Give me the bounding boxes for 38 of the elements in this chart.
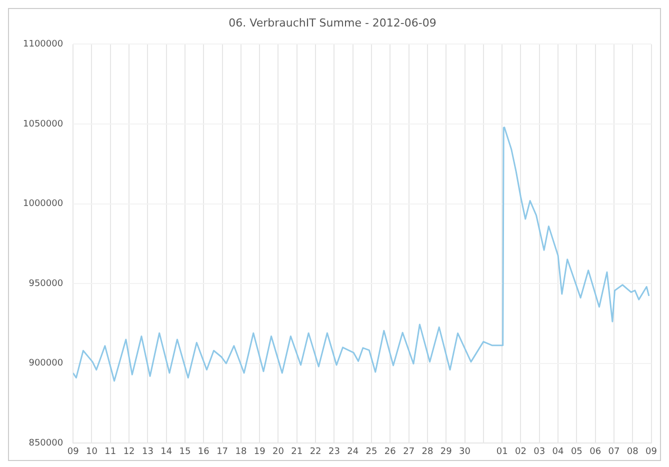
x-tick-label: 30 [459, 446, 471, 457]
x-tick-label: 09 [67, 446, 80, 457]
y-tick-label: 1100000 [22, 40, 64, 50]
x-tick-label: 25 [366, 446, 378, 457]
x-tick-label: 06 [590, 446, 602, 457]
x-tick-label: 20 [272, 446, 284, 457]
x-tick-label: 23 [328, 446, 340, 457]
x-tick-label: 13 [142, 446, 154, 457]
x-tick-label: 15 [179, 446, 191, 457]
x-tick-label: 21 [291, 446, 303, 457]
x-tick-label: 24 [347, 446, 359, 457]
x-tick-label: 18 [235, 446, 247, 457]
x-tick-label: 12 [123, 446, 135, 457]
y-tick-label: 1000000 [22, 199, 64, 210]
x-tick-label: 02 [514, 446, 526, 457]
x-tick-label: 22 [310, 446, 322, 457]
y-tick-label: 1050000 [22, 119, 64, 130]
x-tick-label: 03 [534, 446, 546, 457]
x-tick-label: 16 [198, 446, 210, 457]
x-tick-label: 09 [646, 446, 658, 457]
x-tick-label: 11 [104, 446, 116, 457]
x-tick-label: 29 [440, 446, 452, 457]
x-tick-label: 05 [570, 446, 582, 457]
x-tick-label: 08 [626, 446, 639, 457]
y-tick-label: 950000 [28, 278, 64, 289]
x-tick-label: 01 [496, 446, 508, 457]
x-tick-label: 10 [86, 446, 98, 457]
chart-title: 06. VerbrauchIT Summe - 2012-06-09 [228, 16, 436, 30]
y-tick-label: 850000 [28, 438, 64, 449]
x-tick-label: 26 [384, 446, 396, 457]
x-tick-label: 28 [422, 446, 434, 457]
x-tick-label: 19 [254, 446, 266, 457]
x-tick-label: 14 [160, 446, 172, 457]
x-tick-label: 17 [216, 446, 228, 457]
x-tick-label: 04 [552, 446, 564, 457]
y-tick-label: 900000 [28, 358, 64, 369]
x-tick-label: 07 [608, 446, 620, 457]
x-tick-label: 27 [403, 446, 415, 457]
